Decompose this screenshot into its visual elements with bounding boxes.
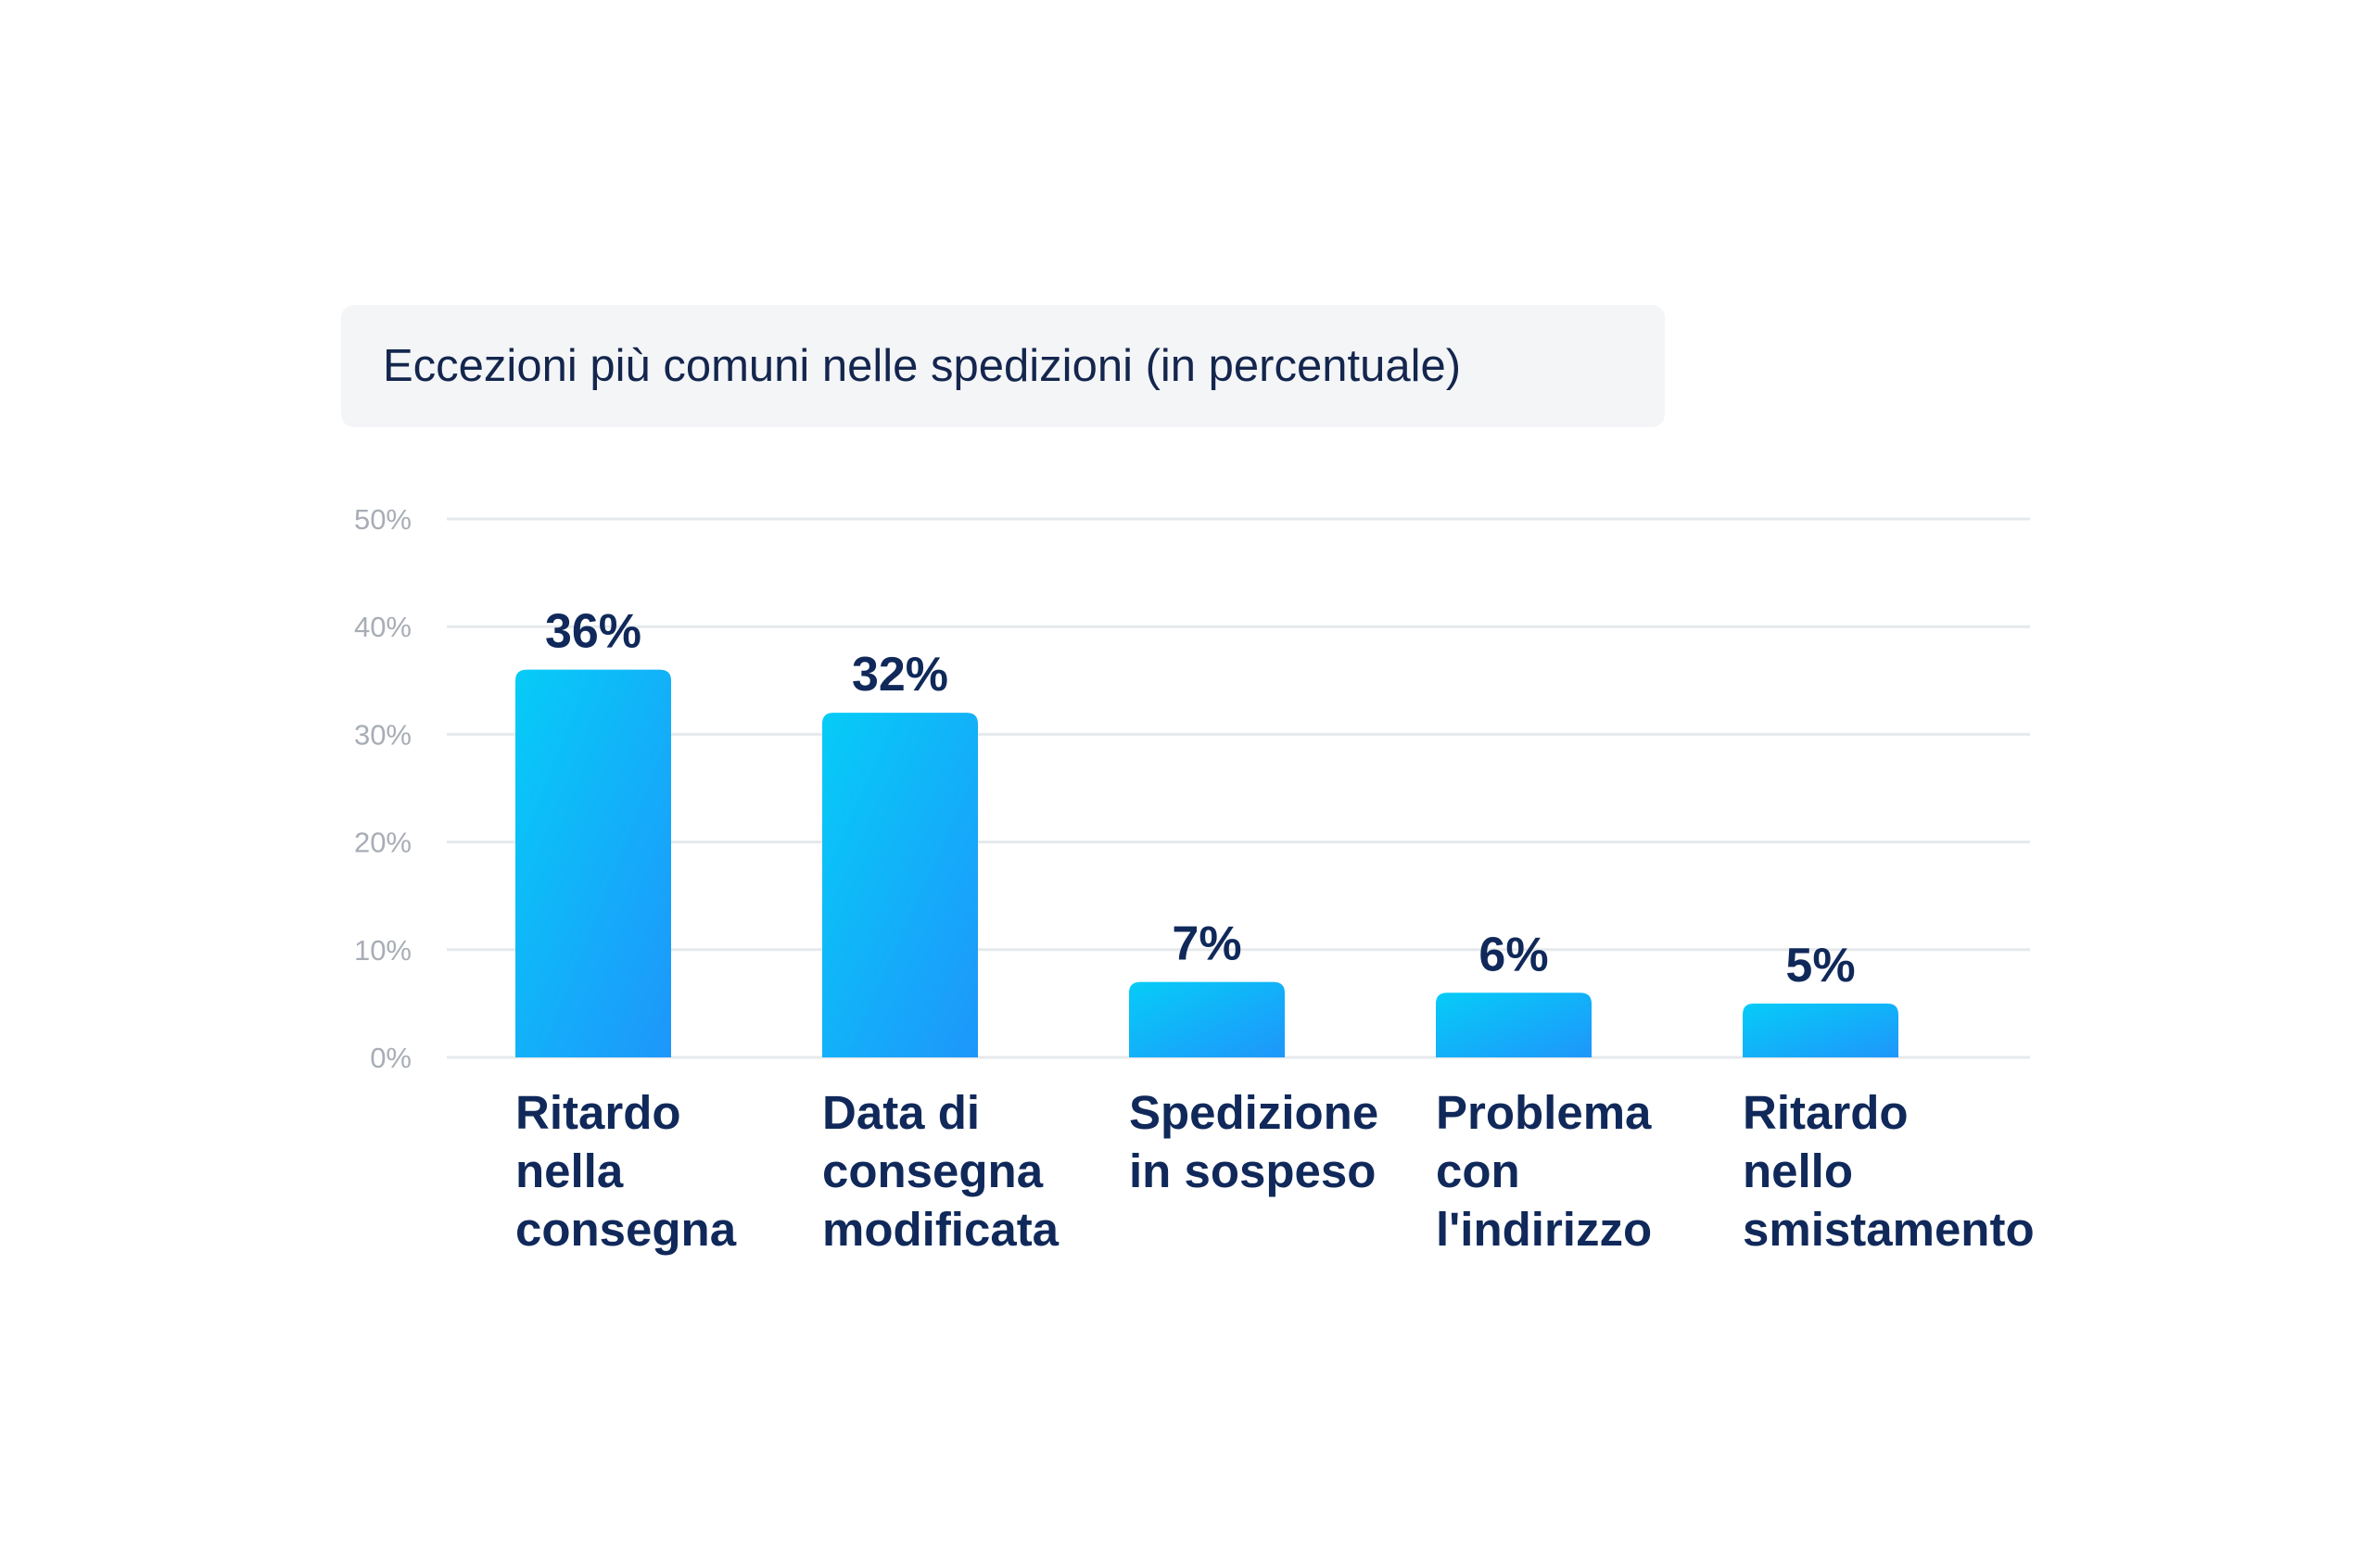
bar-value-label: 32% <box>852 648 948 702</box>
bar-value-label: 36% <box>545 605 641 659</box>
category-label: Data di consegna modificata <box>822 1086 1060 1256</box>
y-tick-label: 30% <box>354 718 412 751</box>
category-label-line: in sospeso <box>1129 1144 1376 1197</box>
y-tick-label: 10% <box>354 934 412 967</box>
chart-title-box: Eccezioni più comuni nelle spedizioni (i… <box>341 305 1665 427</box>
category-label-line: nello <box>1743 1144 1853 1197</box>
category-label-line: Spedizione <box>1129 1086 1378 1139</box>
y-tick-label: 50% <box>354 503 412 536</box>
category-label-line: smistamento <box>1743 1203 2035 1256</box>
category-label-line: modificata <box>822 1203 1060 1256</box>
category-label: Ritardo nella consegna <box>515 1086 737 1256</box>
bar <box>822 713 978 1057</box>
bar-value-label: 6% <box>1478 928 1548 981</box>
category-label-line: nella <box>515 1144 624 1197</box>
y-tick-label: 0% <box>370 1042 412 1074</box>
value-labels: 36% 32% 7% 6% 5% <box>545 605 1856 993</box>
category-label-line: l'indirizzo <box>1436 1203 1652 1256</box>
chart-title: Eccezioni più comuni nelle spedizioni (i… <box>383 341 1462 391</box>
category-label-line: con <box>1436 1144 1520 1197</box>
bar-value-label: 5% <box>1785 939 1855 993</box>
bar-value-label: 7% <box>1172 917 1241 971</box>
category-label: Spedizione in sospeso <box>1129 1086 1378 1197</box>
category-label: Problema con l'indirizzo <box>1436 1086 1652 1256</box>
category-label-line: consegna <box>822 1144 1044 1197</box>
bar <box>515 669 671 1057</box>
category-label: Ritardo nello smistamento <box>1743 1086 2035 1256</box>
bars <box>515 669 1898 1057</box>
category-label-line: Ritardo <box>1743 1086 1909 1139</box>
bar <box>1129 981 1285 1057</box>
category-label-line: Problema <box>1436 1086 1652 1139</box>
category-label-line: consegna <box>515 1203 737 1256</box>
y-axis-ticks: 0% 10% 20% 30% 40% 50% <box>354 503 412 1074</box>
bar <box>1743 1003 1898 1057</box>
category-label-line: Data di <box>822 1086 980 1139</box>
y-tick-label: 20% <box>354 827 412 859</box>
y-tick-label: 40% <box>354 611 412 643</box>
category-label-line: Ritardo <box>515 1086 681 1139</box>
bar <box>1436 993 1592 1057</box>
